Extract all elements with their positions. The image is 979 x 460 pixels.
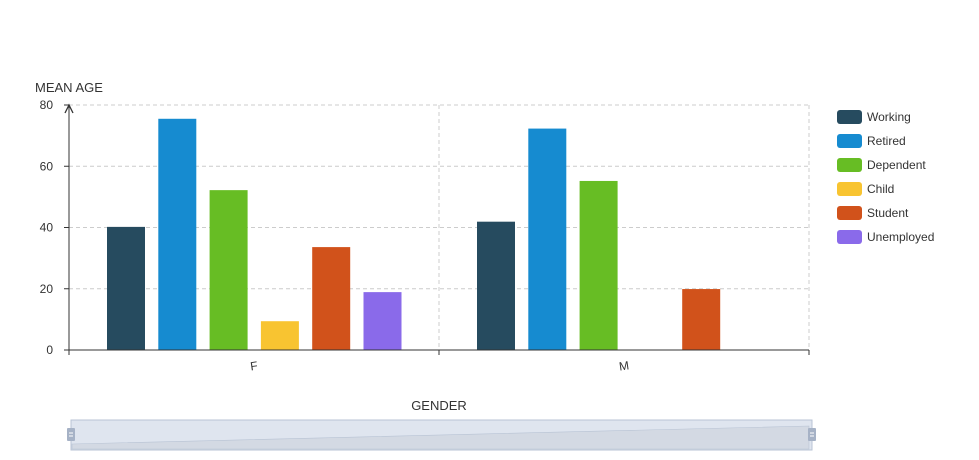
- bar-retired-f[interactable]: [158, 118, 197, 350]
- legend-item-retired[interactable]: Retired: [837, 134, 906, 148]
- y-tick-label: 20: [40, 282, 54, 296]
- legend-label: Dependent: [867, 158, 926, 172]
- bar-retired-m[interactable]: [528, 128, 567, 350]
- y-axis-title: MEAN AGE: [35, 80, 103, 95]
- bar-dependent-f[interactable]: [209, 190, 248, 350]
- legend-label: Student: [867, 206, 909, 220]
- bar-unemployed-f[interactable]: [363, 292, 402, 350]
- legend-swatch: [837, 230, 862, 244]
- legend-swatch: [837, 158, 862, 172]
- bar-student-m[interactable]: [682, 289, 721, 350]
- y-tick-label: 0: [46, 343, 53, 357]
- zoom-slider-handle-right[interactable]: [808, 428, 816, 441]
- legend-item-unemployed[interactable]: Unemployed: [837, 230, 934, 244]
- x-axis-title: GENDER: [411, 398, 467, 413]
- zoom-handle-right-icon[interactable]: [808, 428, 816, 441]
- bar-child-f[interactable]: [260, 321, 299, 350]
- legend-label: Unemployed: [867, 230, 934, 244]
- zoom-slider-preview: [71, 425, 810, 450]
- y-tick-label: 60: [40, 159, 54, 173]
- y-tick-label: 80: [40, 98, 54, 112]
- legend-label: Retired: [867, 134, 906, 148]
- bar-student-f[interactable]: [312, 247, 351, 350]
- zoom-slider[interactable]: [67, 419, 816, 451]
- legend-item-child[interactable]: Child: [837, 182, 894, 196]
- legend-label: Child: [867, 182, 894, 196]
- bar-working-f[interactable]: [107, 226, 145, 350]
- y-tick-label: 40: [40, 221, 54, 235]
- legend-label: Working: [867, 110, 911, 124]
- x-tick-label: M: [618, 358, 630, 373]
- legend-swatch: [837, 182, 862, 196]
- legend-swatch: [837, 206, 862, 220]
- x-tick-label: F: [249, 359, 258, 374]
- legend-swatch: [837, 110, 862, 124]
- legend-item-dependent[interactable]: Dependent: [837, 158, 926, 172]
- bar-working-m[interactable]: [477, 221, 515, 350]
- zoom-handle-left-icon[interactable]: [67, 428, 75, 441]
- zoom-slider-handle-left[interactable]: [67, 428, 75, 441]
- legend-item-student[interactable]: Student: [837, 206, 909, 220]
- bar-dependent-m[interactable]: [579, 180, 618, 350]
- y-ticks: 0 20 40 60 80: [40, 98, 69, 357]
- legend-swatch: [837, 134, 862, 148]
- bars: [107, 118, 721, 350]
- legend-item-working[interactable]: Working: [837, 110, 911, 124]
- legend[interactable]: Working Retired Dependent Child Student Unemp…: [837, 110, 934, 244]
